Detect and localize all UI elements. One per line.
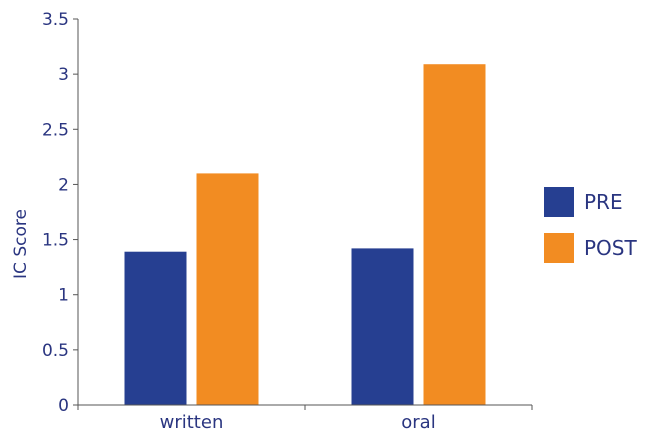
legend-swatch-post xyxy=(544,233,574,263)
y-tick-label: 3.5 xyxy=(42,10,69,30)
y-tick-label: 2 xyxy=(58,175,69,195)
bars xyxy=(124,64,486,406)
bar-post-oral xyxy=(423,64,486,406)
bar-pre-oral xyxy=(351,248,414,405)
y-axis-ticks: 0 0.5 1 1.5 2 2.5 3 3.5 xyxy=(42,10,78,416)
x-tick-label: written xyxy=(160,412,224,430)
bar-post-written xyxy=(196,173,259,405)
bar-pre-written xyxy=(124,251,187,405)
y-tick-label: 1.5 xyxy=(42,231,69,251)
x-tick-label: oral xyxy=(401,412,435,430)
y-tick-label: 2.5 xyxy=(42,120,69,140)
legend: PRE POST xyxy=(544,187,637,263)
legend-swatch-pre xyxy=(544,187,574,217)
legend-label-pre: PRE xyxy=(584,190,623,214)
y-tick-label: 3 xyxy=(58,65,69,85)
x-axis-ticks: written oral xyxy=(77,405,533,430)
y-axis-label: IC Score xyxy=(11,209,31,279)
y-tick-label: 0.5 xyxy=(42,341,69,361)
y-tick-label: 1 xyxy=(58,286,69,306)
y-tick-label: 0 xyxy=(58,396,69,416)
legend-label-post: POST xyxy=(584,236,637,260)
